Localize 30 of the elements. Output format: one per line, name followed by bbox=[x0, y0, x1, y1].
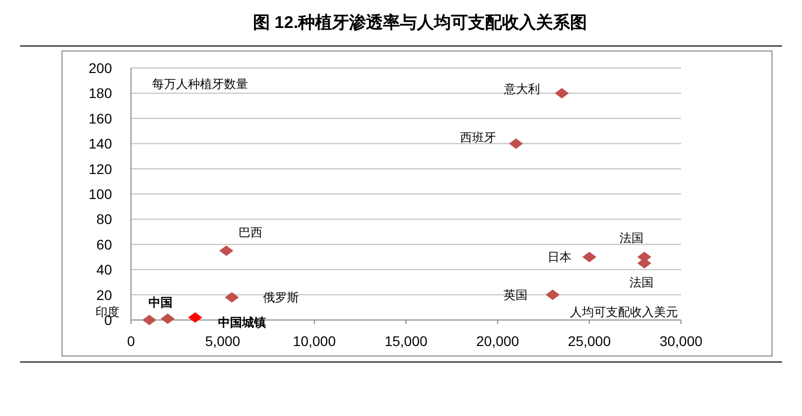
annotation: 法国 bbox=[619, 231, 644, 245]
y-tick-label: 120 bbox=[88, 160, 112, 177]
x-tick-label: 20,000 bbox=[476, 333, 520, 349]
annotation: 中国城镇 bbox=[218, 315, 266, 330]
annotation: 巴西 bbox=[238, 226, 262, 240]
x-tick-label: 10,000 bbox=[292, 333, 336, 349]
x-tick-label: 30,000 bbox=[660, 333, 703, 349]
annotation: 意大利 bbox=[502, 82, 540, 96]
x-axis-title: 人均可支配收入美元 bbox=[570, 305, 678, 319]
annotation: 法国 bbox=[629, 275, 654, 290]
x-tick-label: 25,000 bbox=[568, 333, 611, 349]
y-tick-label: 200 bbox=[88, 60, 112, 76]
chart-title: 图 12.种植牙渗透率与人均可支配收入关系图 bbox=[252, 13, 588, 32]
annotation: 日本 bbox=[547, 250, 572, 264]
x-tick-label: 0 bbox=[127, 333, 136, 349]
annotation: 英国 bbox=[504, 288, 528, 302]
y-tick-label: 180 bbox=[88, 85, 112, 102]
y-axis-title: 每万人种植牙数量 bbox=[152, 77, 248, 91]
x-tick-label: 5,000 bbox=[205, 333, 240, 349]
y-tick-label: 160 bbox=[88, 110, 112, 126]
y-tick-label: 140 bbox=[88, 136, 112, 152]
annotation: 俄罗斯 bbox=[262, 290, 299, 304]
y-tick-label: 80 bbox=[96, 211, 112, 228]
annotation: 西班牙 bbox=[460, 130, 496, 145]
y-tick-label: 20 bbox=[96, 286, 112, 303]
y-tick-label: 60 bbox=[96, 236, 112, 252]
annotation: 中国 bbox=[148, 296, 173, 310]
y-tick-label: 40 bbox=[96, 262, 112, 278]
x-tick-label: 15,000 bbox=[384, 333, 428, 349]
y-tick-label: 100 bbox=[88, 186, 112, 202]
